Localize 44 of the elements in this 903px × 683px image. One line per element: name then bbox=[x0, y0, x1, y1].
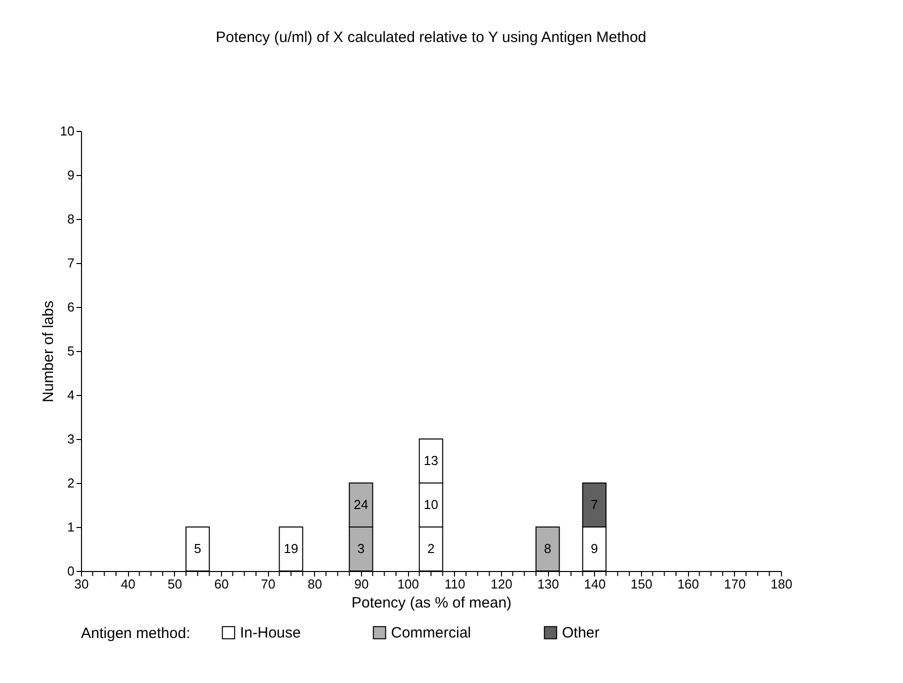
x-tick-label: 90 bbox=[354, 576, 369, 592]
x-tick-label: 140 bbox=[584, 576, 606, 592]
y-tick-label: 3 bbox=[67, 432, 74, 446]
x-tick-label: 70 bbox=[260, 576, 276, 592]
x-tick-label: 170 bbox=[724, 576, 746, 592]
chart-title: Potency (u/ml) of X calculated relative to Y using Antigen Method bbox=[216, 29, 646, 46]
x-tick-label: 30 bbox=[74, 576, 89, 592]
annotation: 7 bbox=[590, 497, 598, 512]
x-tick-label: 160 bbox=[677, 576, 700, 592]
x-tick-label: 110 bbox=[444, 576, 466, 592]
y-tick-label: 1 bbox=[67, 520, 74, 534]
y-tick-label: 2 bbox=[67, 476, 74, 490]
y-tick-label: 5 bbox=[67, 344, 74, 358]
annotation: 5 bbox=[194, 541, 202, 556]
annotation: 13 bbox=[424, 453, 438, 468]
x-tick-label: 120 bbox=[490, 576, 512, 592]
annotation: 3 bbox=[357, 541, 365, 556]
x-tick-label: 100 bbox=[397, 576, 420, 592]
y-tick-label: 10 bbox=[60, 124, 74, 138]
y-axis-title: Number of labs bbox=[40, 300, 58, 402]
legend-label: Commercial bbox=[391, 624, 472, 642]
x-tick-label: 150 bbox=[630, 576, 652, 592]
legend-label: Other bbox=[562, 624, 600, 642]
x-tick-label: 130 bbox=[537, 576, 560, 592]
y-tick-label: 0 bbox=[67, 564, 74, 578]
x-tick-label: 50 bbox=[168, 576, 182, 592]
annotation: 24 bbox=[354, 497, 368, 512]
x-tick-label: 80 bbox=[308, 576, 322, 592]
y-tick-label: 9 bbox=[67, 168, 74, 182]
y-tick-label: 6 bbox=[67, 300, 74, 314]
y-tick-label: 7 bbox=[67, 256, 74, 270]
annotation: 19 bbox=[284, 541, 298, 556]
legend-label: In-House bbox=[240, 624, 301, 642]
annotation: 9 bbox=[590, 541, 598, 556]
annotation: 2 bbox=[427, 541, 435, 556]
x-tick-label: 60 bbox=[214, 576, 229, 592]
y-tick-label: 4 bbox=[67, 388, 74, 402]
annotation: 10 bbox=[424, 497, 438, 512]
x-axis-title: Potency (as % of mean) bbox=[351, 594, 512, 612]
annotation: 8 bbox=[544, 541, 552, 556]
y-tick-label: 8 bbox=[67, 212, 74, 226]
legend-title: Antigen method: bbox=[81, 625, 190, 642]
x-tick-label: 180 bbox=[770, 576, 792, 592]
x-tick-label: 40 bbox=[120, 576, 136, 592]
